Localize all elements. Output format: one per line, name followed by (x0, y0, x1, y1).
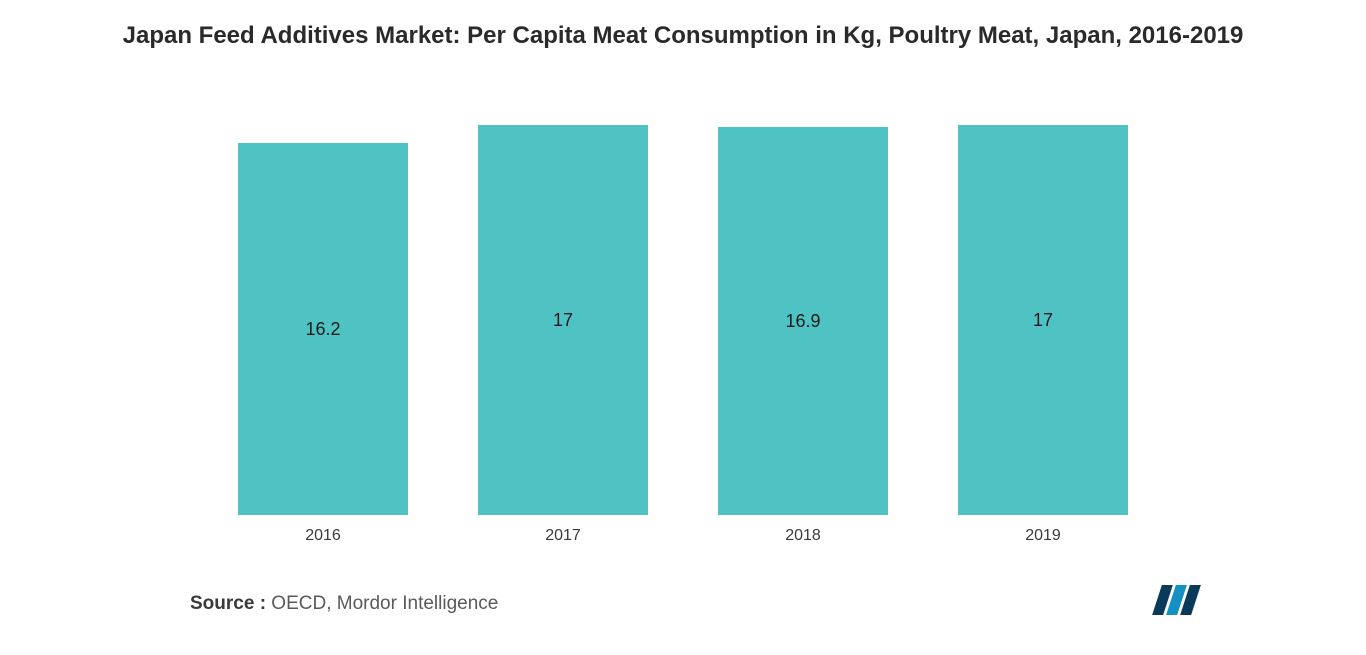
plot-area: 16.2 2016 17 2017 16.9 2018 17 2019 (40, 82, 1326, 555)
bar-group-2019: 17 2019 (958, 125, 1128, 545)
bar-2018: 16.9 (718, 127, 888, 515)
bar-2019: 17 (958, 125, 1128, 515)
bar-value-2019: 17 (1033, 310, 1053, 331)
bar-label-2016: 2016 (305, 527, 341, 545)
footer: Source : OECD, Mordor Intelligence (40, 555, 1326, 625)
chart-container: Japan Feed Additives Market: Per Capita … (0, 0, 1366, 655)
bar-value-2018: 16.9 (785, 311, 820, 332)
source-label: Source : (190, 593, 266, 614)
chart-title: Japan Feed Additives Market: Per Capita … (40, 20, 1326, 52)
source-value: OECD, Mordor Intelligence (266, 593, 498, 614)
bar-value-2016: 16.2 (305, 319, 340, 340)
bar-2017: 17 (478, 125, 648, 515)
bar-value-2017: 17 (553, 310, 573, 331)
bar-group-2017: 17 2017 (478, 125, 648, 545)
bar-2016: 16.2 (238, 143, 408, 515)
bar-group-2016: 16.2 2016 (238, 143, 408, 545)
mordor-logo-icon (1157, 585, 1196, 615)
bar-label-2017: 2017 (545, 527, 581, 545)
bar-label-2018: 2018 (785, 527, 821, 545)
source-text: Source : OECD, Mordor Intelligence (190, 593, 498, 615)
bar-group-2018: 16.9 2018 (718, 127, 888, 545)
bar-label-2019: 2019 (1025, 527, 1061, 545)
